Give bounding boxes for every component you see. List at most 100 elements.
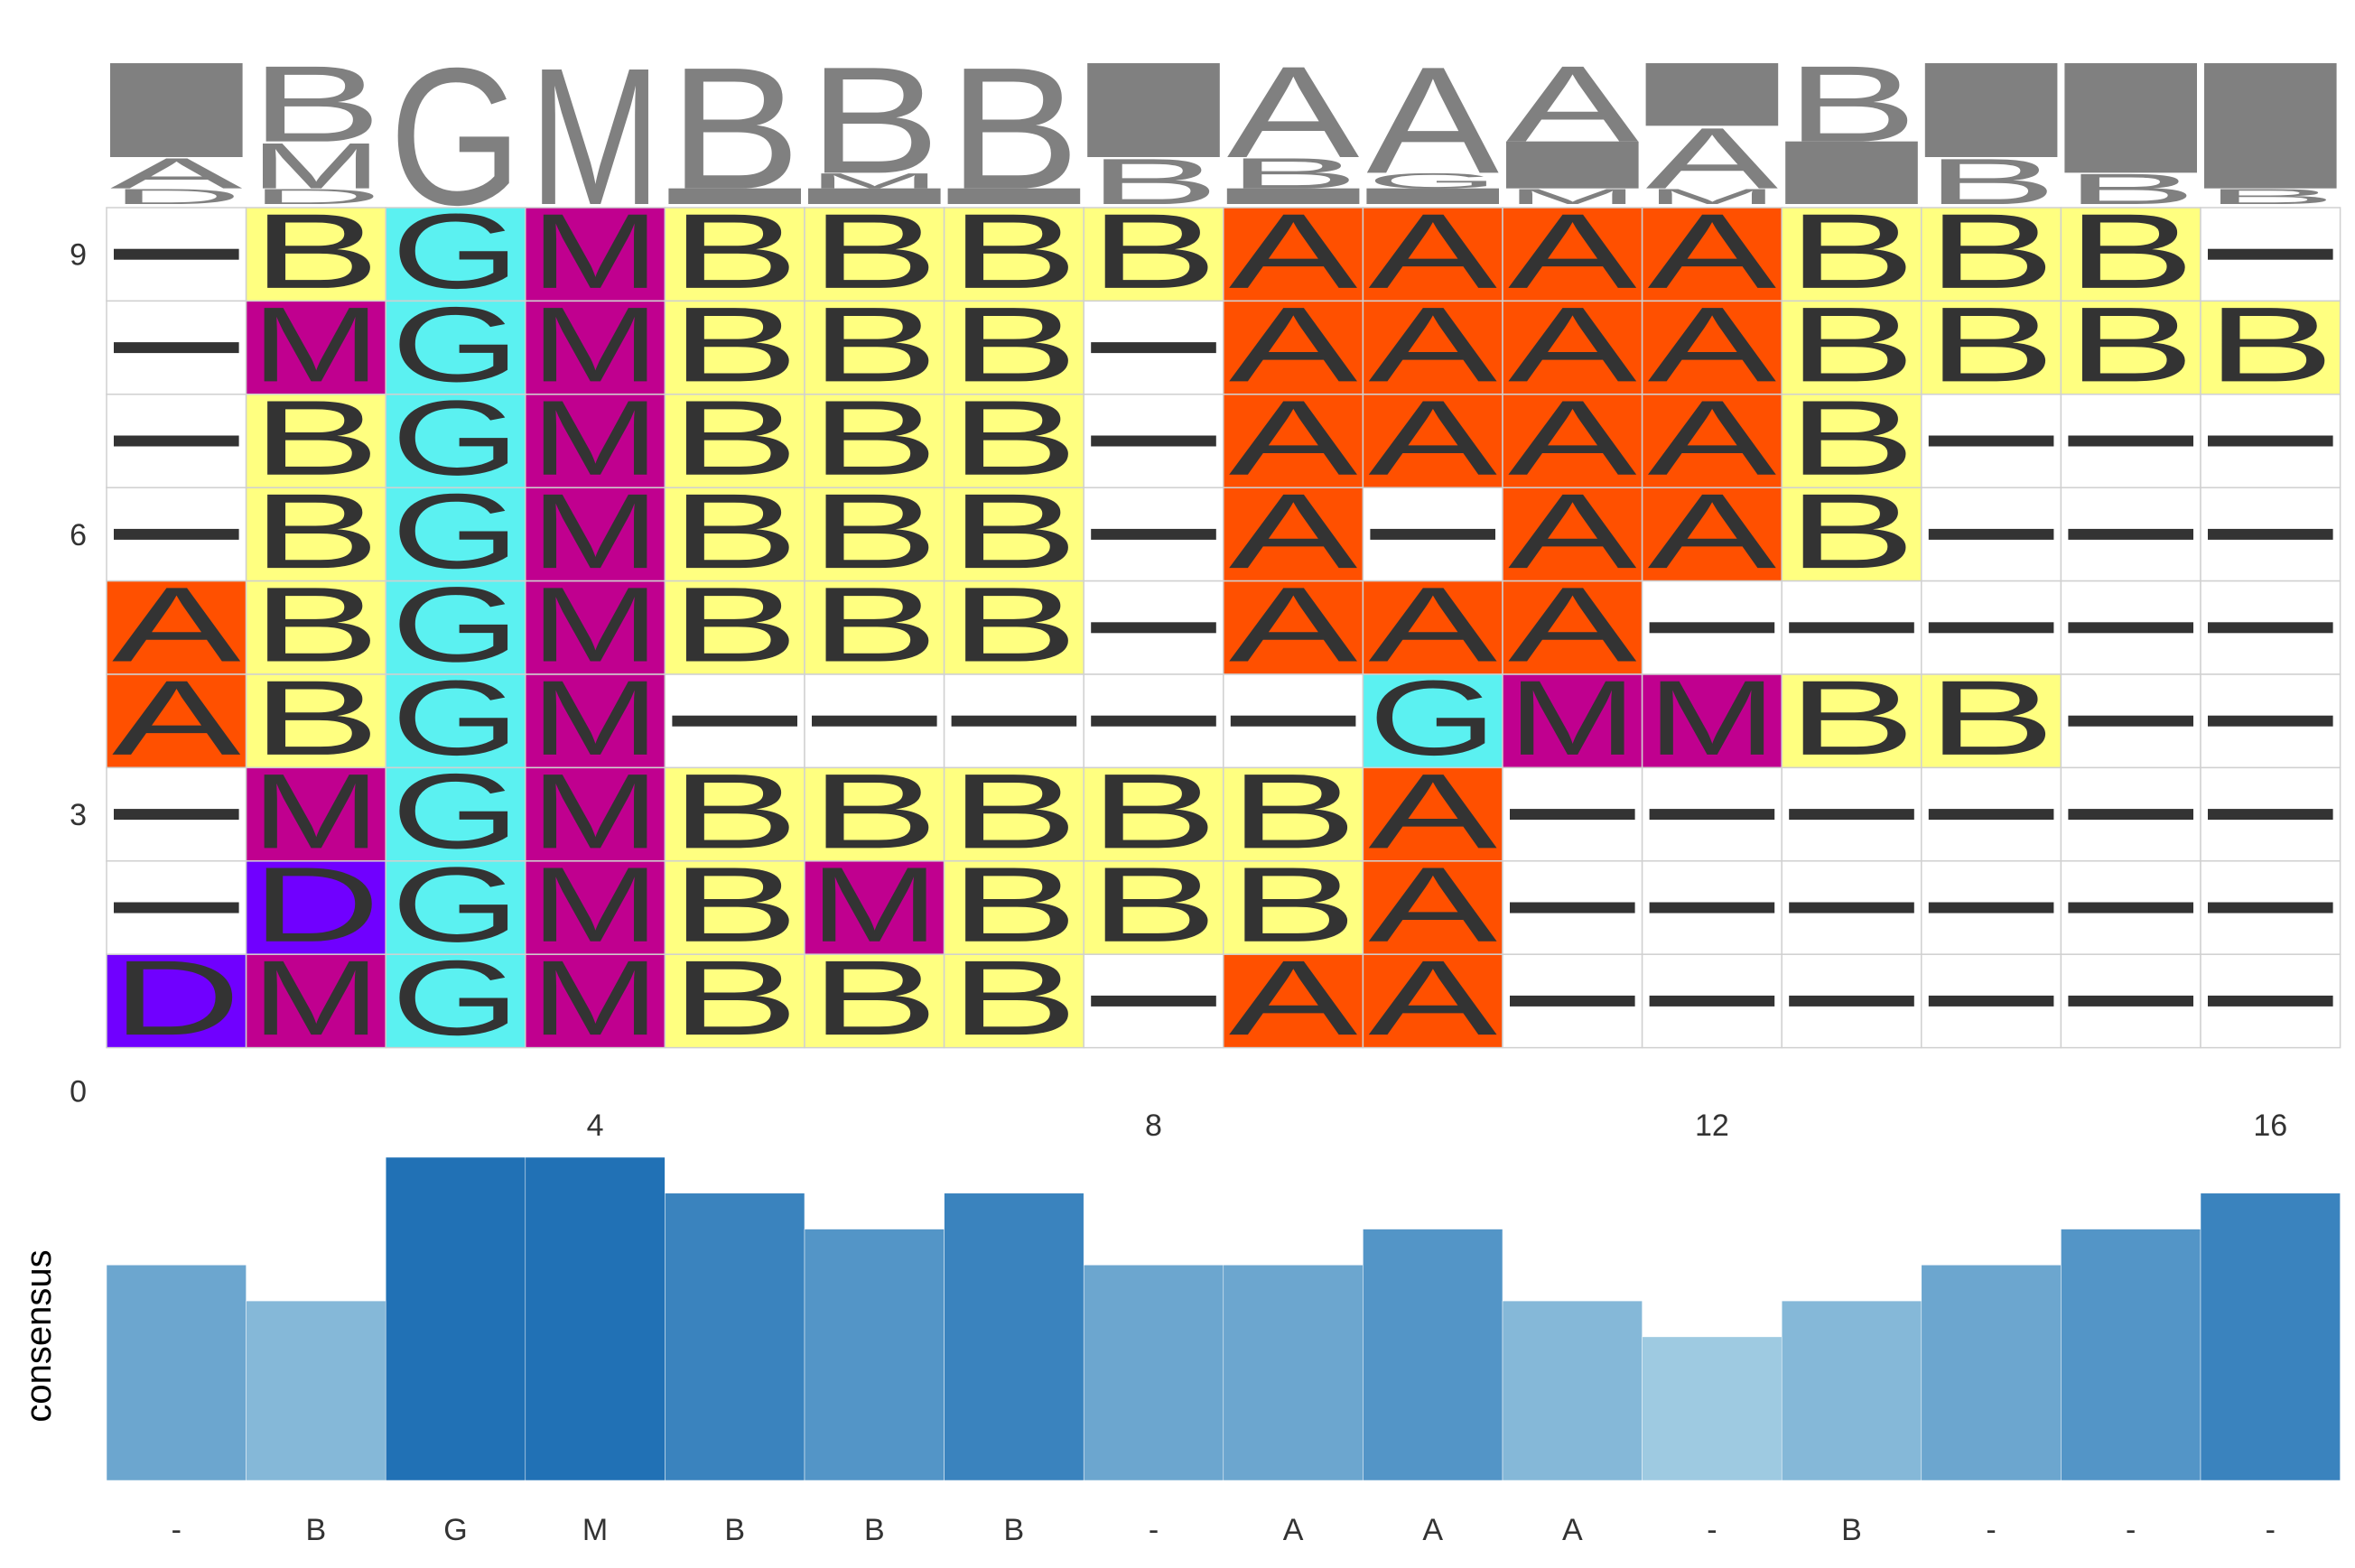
consensus-label-5: B — [724, 1513, 745, 1547]
gap-dash — [1510, 809, 1635, 821]
cell-letter: B — [1927, 285, 2056, 404]
logo-gap-block — [2204, 63, 2337, 189]
column-tick-label: 12 — [1695, 1109, 1729, 1143]
cell-letter: A — [1508, 285, 1637, 404]
cell-letter: B — [1229, 752, 1358, 871]
cell-letter: B — [670, 379, 799, 498]
gap-dash — [1091, 715, 1216, 727]
cell-r5-c2 — [245, 673, 386, 769]
cell-letter: D — [252, 846, 381, 965]
cell-letter: M — [531, 846, 660, 965]
logo-gap-block — [2064, 63, 2197, 173]
cell-letter: A — [112, 659, 241, 778]
logo-letter: D — [250, 184, 383, 209]
cell-r4-c11 — [1502, 580, 1643, 675]
consensus-bar-3 — [385, 1156, 526, 1481]
cell-r5-c13 — [1781, 673, 1922, 769]
cell-letter: B — [1787, 472, 1916, 591]
cell-r7-c10 — [1362, 860, 1503, 955]
logo-letter: B — [1785, 44, 1918, 165]
gap-dash — [2208, 528, 2333, 540]
cell-r7-c3 — [385, 860, 526, 955]
consensus-bar-11 — [1502, 1300, 1643, 1481]
cell-r3-c13 — [1781, 487, 1922, 582]
gap-dash — [672, 715, 797, 727]
cell-letter: B — [950, 846, 1079, 965]
cell-letter: M — [1648, 659, 1777, 778]
cell-r0-c12 — [1641, 207, 1783, 302]
alignment-grid: B G M B B B B A A A A B B BM G M B B B A A A A B B B BB G M B B B A A A A BB… — [106, 192, 2341, 1058]
consensus-label-12: - — [1707, 1513, 1717, 1547]
cell-r5-c11 — [1502, 673, 1643, 769]
logo-letter: B — [2064, 164, 2197, 213]
cell-letter: A — [1368, 846, 1497, 965]
cell-r4-c1 — [106, 580, 247, 675]
cell-r4-c10 — [1362, 580, 1503, 675]
cell-r4-c3 — [385, 580, 526, 675]
cell-r7-c6 — [804, 860, 945, 955]
cell-r1-c12 — [1641, 300, 1783, 395]
gap-dash — [114, 528, 239, 540]
cell-r2-c9 — [1223, 394, 1364, 488]
consensus-label-13: B — [1841, 1513, 1862, 1547]
cell-r1-c9 — [1223, 300, 1364, 395]
cell-letter: A — [1229, 192, 1358, 311]
cell-letter: A — [1229, 285, 1358, 404]
gap-dash — [2208, 809, 2333, 821]
cell-letter: B — [1927, 659, 2056, 778]
cell-letter: B — [810, 939, 939, 1058]
gap-dash — [1649, 995, 1775, 1007]
cell-r2-c10 — [1362, 394, 1503, 488]
cell-letter: B — [810, 752, 939, 871]
cell-letter: A — [1508, 192, 1637, 311]
cell-letter: A — [1368, 566, 1497, 685]
consensus-label-9: A — [1283, 1513, 1304, 1547]
cell-letter: A — [1229, 939, 1358, 1058]
gap-dash — [1928, 622, 2054, 634]
cell-letter: B — [950, 566, 1079, 685]
cell-letter: B — [670, 939, 799, 1058]
cell-letter: G — [391, 846, 520, 965]
cell-letter: A — [1508, 566, 1637, 685]
cell-letter: A — [1648, 472, 1777, 591]
cell-letter: D — [112, 939, 241, 1058]
cell-letter: B — [2206, 285, 2335, 404]
cell-r2-c3 — [385, 394, 526, 488]
logo-letter: B — [948, 31, 1081, 226]
gap-dash — [1928, 902, 2054, 914]
cell-letter: M — [531, 752, 660, 871]
logo-letter: B — [250, 44, 383, 165]
gap-dash — [2208, 435, 2333, 447]
cell-r7-c2 — [245, 860, 386, 955]
gap-dash — [114, 809, 239, 821]
cell-letter: M — [531, 192, 660, 311]
cell-r5-c10 — [1362, 673, 1503, 769]
cell-letter: A — [1648, 192, 1777, 311]
cell-letter: G — [391, 192, 520, 311]
logo-gap-block — [947, 188, 1081, 204]
cell-r5-c14 — [1921, 673, 2062, 769]
cell-letter: B — [950, 752, 1079, 871]
logo-letter: A — [1366, 37, 1500, 206]
gap-dash — [1091, 342, 1216, 354]
gap-dash — [2068, 902, 2193, 914]
cell-r8-c5 — [664, 953, 805, 1049]
cell-letter: G — [391, 379, 520, 498]
cell-letter: B — [1089, 846, 1218, 965]
cell-r1-c5 — [664, 300, 805, 395]
cell-r1-c4 — [525, 300, 666, 395]
gap-dash — [1091, 995, 1216, 1007]
cell-r6-c4 — [525, 766, 666, 862]
row-tick-label: 9 — [70, 238, 87, 273]
gap-dash — [1091, 622, 1216, 634]
cell-r1-c13 — [1781, 300, 1922, 395]
gap-dash — [2208, 995, 2333, 1007]
cell-letter: B — [810, 285, 939, 404]
cell-letter: B — [670, 192, 799, 311]
cell-letter: G — [1368, 659, 1497, 778]
gap-dash — [2068, 715, 2193, 727]
logo-gap-block — [668, 188, 801, 204]
cell-r2-c13 — [1781, 394, 1922, 488]
cell-letter: A — [1368, 752, 1497, 871]
